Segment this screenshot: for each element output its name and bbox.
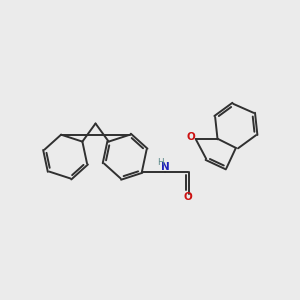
Text: O: O	[183, 193, 192, 202]
Text: N: N	[161, 162, 170, 172]
Text: H: H	[157, 158, 164, 166]
Text: O: O	[187, 133, 195, 142]
